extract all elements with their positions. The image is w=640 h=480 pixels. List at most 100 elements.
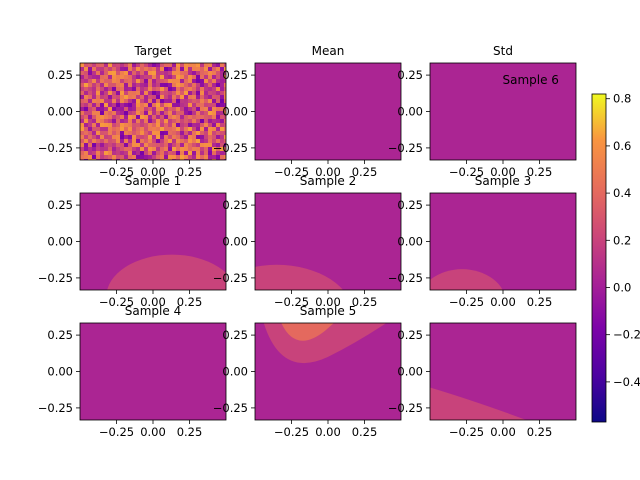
noise-cell	[212, 103, 216, 107]
noise-cell	[84, 131, 88, 135]
noise-cell	[136, 95, 140, 99]
noise-cell	[172, 123, 176, 127]
noise-cell	[196, 95, 200, 99]
noise-cell	[120, 155, 124, 159]
noise-cell	[88, 131, 92, 135]
x-tick-label: 0.00	[490, 165, 516, 179]
x-tick-label: 0.00	[490, 425, 516, 439]
noise-cell	[132, 71, 136, 75]
noise-cell	[132, 143, 136, 147]
noise-cell	[80, 99, 84, 103]
blob-region	[107, 254, 226, 290]
noise-cell	[120, 135, 124, 139]
noise-cell	[196, 71, 200, 75]
noise-cell	[160, 139, 164, 143]
noise-cell	[140, 139, 144, 143]
noise-cell	[80, 87, 84, 91]
noise-cell	[216, 91, 220, 95]
noise-cell	[184, 151, 188, 155]
noise-cell	[88, 147, 92, 151]
noise-cell	[144, 115, 148, 119]
noise-cell	[176, 87, 180, 91]
noise-cell	[184, 71, 188, 75]
noise-cell	[120, 67, 124, 71]
noise-cell	[84, 135, 88, 139]
noise-cell	[176, 67, 180, 71]
noise-cell	[136, 151, 140, 155]
noise-cell	[100, 143, 104, 147]
noise-cell	[164, 67, 168, 71]
noise-cell	[204, 63, 208, 67]
noise-cell	[164, 155, 168, 159]
noise-cell	[84, 127, 88, 131]
noise-cell	[224, 115, 226, 119]
noise-cell	[184, 119, 188, 123]
noise-cell	[132, 67, 136, 71]
subplot-annotation: Sample 6	[503, 73, 559, 87]
noise-cell	[176, 143, 180, 147]
noise-cell	[160, 135, 164, 139]
noise-cell	[212, 143, 216, 147]
noise-cell	[168, 123, 172, 127]
noise-cell	[92, 75, 96, 79]
noise-cell	[220, 71, 224, 75]
noise-cell	[92, 79, 96, 83]
noise-cell	[140, 111, 144, 115]
noise-cell	[112, 135, 116, 139]
noise-cell	[140, 95, 144, 99]
noise-cell	[88, 67, 92, 71]
noise-cell	[188, 111, 192, 115]
noise-cell	[88, 79, 92, 83]
noise-cell	[128, 107, 132, 111]
noise-cell	[152, 131, 156, 135]
noise-cell	[148, 87, 152, 91]
noise-cell	[132, 75, 136, 79]
noise-cell	[180, 99, 184, 103]
noise-cell	[108, 115, 112, 119]
noise-cell	[168, 71, 172, 75]
noise-cell	[224, 95, 226, 99]
noise-cell	[136, 67, 140, 71]
noise-cell	[108, 83, 112, 87]
noise-cell	[128, 91, 132, 95]
noise-cell	[124, 99, 128, 103]
noise-cell	[152, 115, 156, 119]
noise-cell	[188, 139, 192, 143]
noise-cell	[200, 83, 204, 87]
noise-cell	[164, 159, 168, 160]
noise-cell	[140, 91, 144, 95]
noise-cell	[100, 127, 104, 131]
noise-cell	[80, 95, 84, 99]
noise-cell	[80, 107, 84, 111]
noise-cell	[140, 79, 144, 83]
noise-cell	[172, 95, 176, 99]
noise-cell	[152, 155, 156, 159]
noise-cell	[104, 155, 108, 159]
noise-cell	[160, 119, 164, 123]
noise-cell	[144, 99, 148, 103]
noise-cell	[96, 119, 100, 123]
subplot-2: −0.25 0.00 0.25 0.25 0.00 −0.25 Mean	[213, 44, 402, 179]
heatmap-background	[80, 323, 226, 420]
noise-cell	[212, 99, 216, 103]
noise-cell	[168, 155, 172, 159]
x-tick-label: 0.00	[140, 165, 166, 179]
noise-cell	[204, 155, 208, 159]
noise-cell	[100, 131, 104, 135]
noise-cell	[108, 155, 112, 159]
noise-cell	[144, 131, 148, 135]
noise-cell	[216, 71, 220, 75]
noise-cell	[112, 95, 116, 99]
noise-cell	[120, 147, 124, 151]
noise-cell	[224, 127, 226, 131]
noise-cell	[108, 71, 112, 75]
noise-cell	[152, 107, 156, 111]
noise-cell	[208, 67, 212, 71]
noise-cell	[152, 91, 156, 95]
noise-cell	[204, 139, 208, 143]
noise-cell	[180, 131, 184, 135]
noise-cell	[92, 107, 96, 111]
heatmap-background	[430, 63, 576, 160]
subplot-9: −0.25 0.00 0.25 0.25 0.00 −0.25	[388, 322, 577, 439]
noise-cell	[200, 159, 204, 160]
